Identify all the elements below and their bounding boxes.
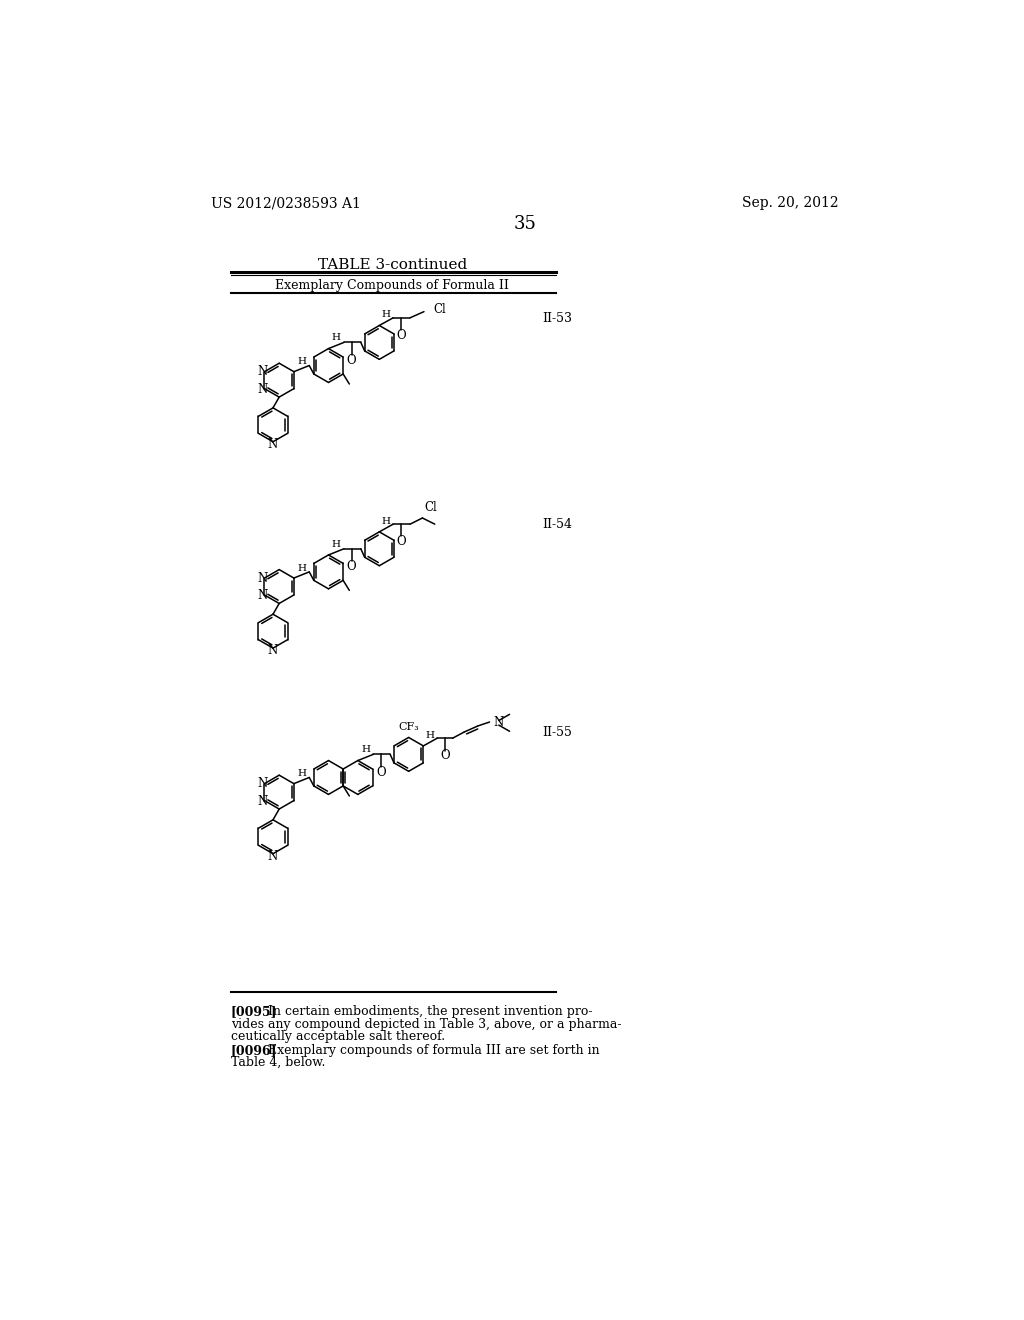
Text: H: H	[332, 540, 341, 549]
Text: H: H	[361, 746, 370, 754]
Text: ceutically acceptable salt thereof.: ceutically acceptable salt thereof.	[230, 1030, 444, 1043]
Text: Sep. 20, 2012: Sep. 20, 2012	[742, 197, 839, 210]
Text: N: N	[257, 572, 267, 585]
Text: In certain embodiments, the present invention pro-: In certain embodiments, the present inve…	[267, 1006, 592, 1019]
Text: N: N	[257, 366, 267, 379]
Text: N: N	[257, 777, 267, 791]
Text: O: O	[347, 354, 356, 367]
Text: O: O	[396, 536, 406, 548]
Text: CF₃: CF₃	[398, 722, 419, 733]
Text: Cl: Cl	[425, 502, 437, 515]
Text: Exemplary Compounds of Formula II: Exemplary Compounds of Formula II	[275, 279, 509, 292]
Text: N: N	[268, 850, 279, 862]
Text: Cl: Cl	[433, 302, 446, 315]
Text: TABLE 3-continued: TABLE 3-continued	[317, 257, 467, 272]
Text: II-53: II-53	[543, 312, 572, 325]
Text: O: O	[440, 750, 450, 763]
Text: [0096]: [0096]	[230, 1044, 278, 1057]
Text: H: H	[332, 334, 341, 342]
Text: vides any compound depicted in Table 3, above, or a pharma-: vides any compound depicted in Table 3, …	[230, 1018, 622, 1031]
Text: N: N	[257, 383, 267, 396]
Text: H: H	[297, 564, 306, 573]
Text: N: N	[268, 437, 279, 450]
Text: O: O	[396, 329, 406, 342]
Text: N: N	[268, 644, 279, 657]
Text: US 2012/0238593 A1: US 2012/0238593 A1	[211, 197, 361, 210]
Text: II-54: II-54	[543, 517, 572, 531]
Text: H: H	[297, 770, 306, 777]
Text: H: H	[382, 516, 391, 525]
Text: H: H	[297, 358, 306, 366]
Text: [0095]: [0095]	[230, 1006, 278, 1019]
Text: Table 4, below.: Table 4, below.	[230, 1056, 325, 1069]
Text: N: N	[494, 715, 504, 729]
Text: N: N	[257, 589, 267, 602]
Text: H: H	[426, 731, 435, 739]
Text: 35: 35	[513, 215, 537, 232]
Text: II-55: II-55	[543, 726, 572, 739]
Text: O: O	[376, 766, 386, 779]
Text: O: O	[347, 560, 356, 573]
Text: H: H	[382, 310, 391, 319]
Text: N: N	[257, 795, 267, 808]
Text: Exemplary compounds of formula III are set forth in: Exemplary compounds of formula III are s…	[267, 1044, 599, 1057]
